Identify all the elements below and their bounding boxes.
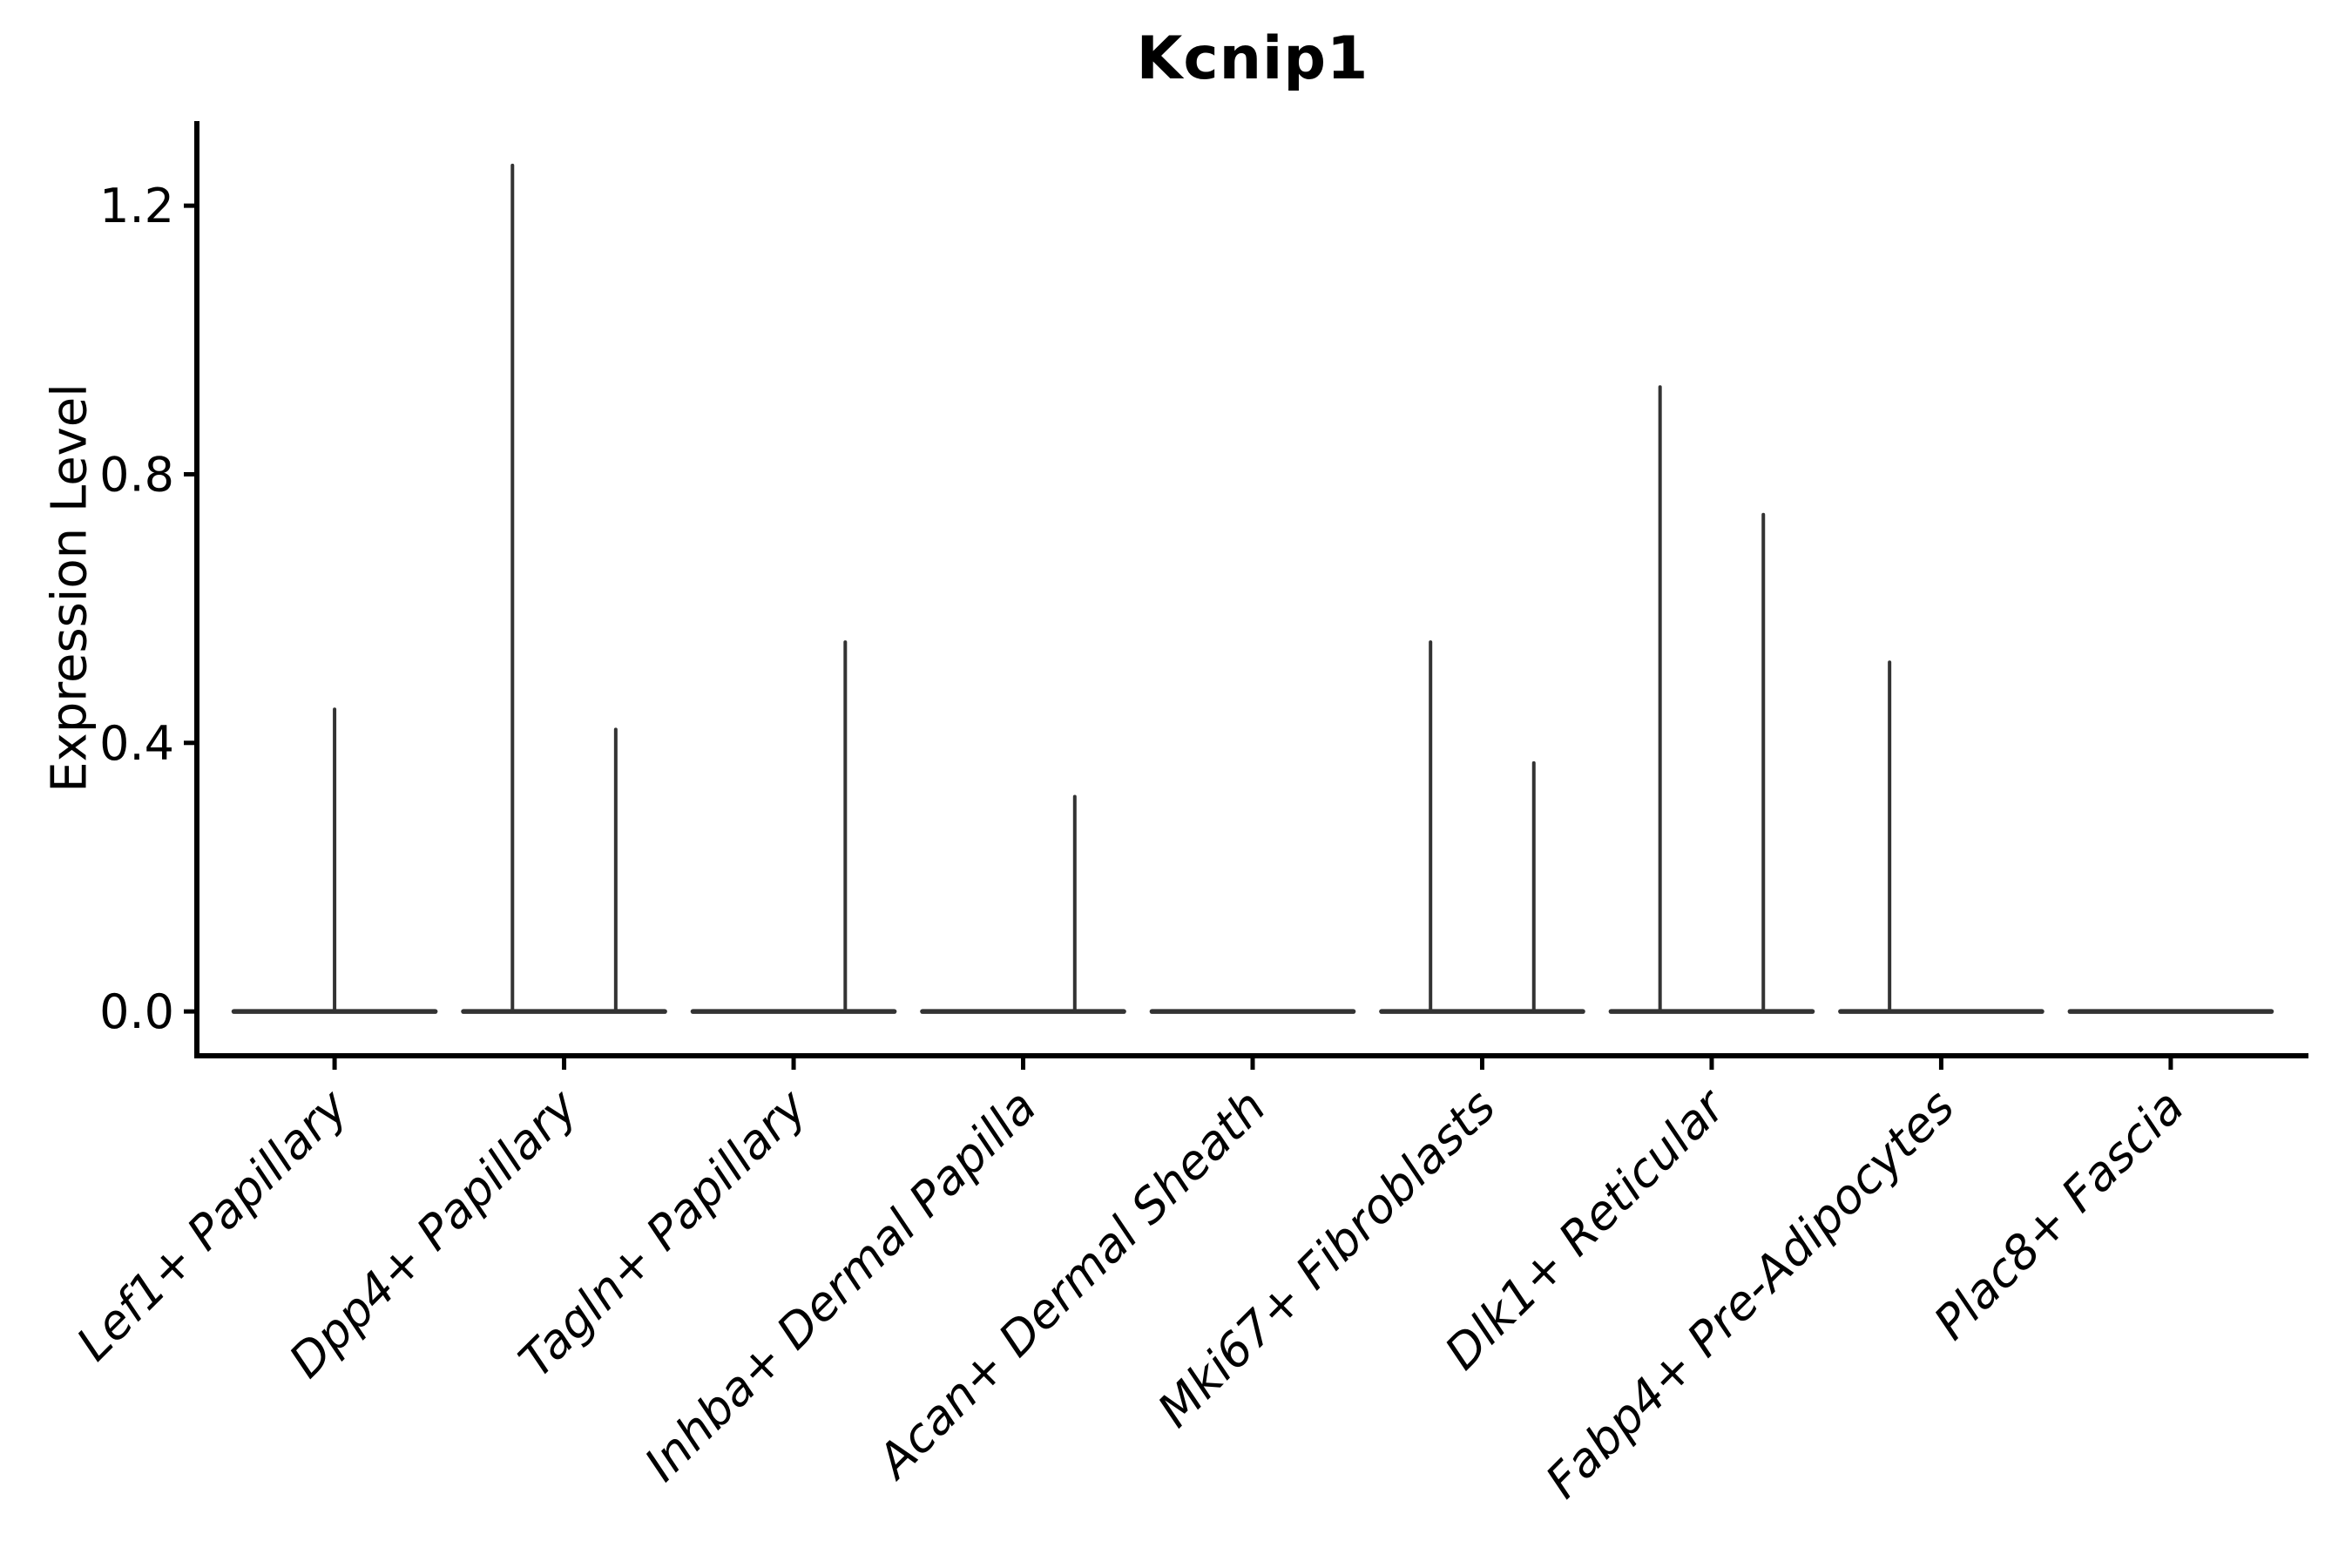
x-tick-label: Inhba+ Dermal Papilla [634, 1079, 1047, 1492]
y-tick-label: 0.4 [99, 716, 174, 771]
violin-dlk1-reticular [1608, 385, 1815, 1014]
violin-mki67-fibroblasts [1379, 640, 1585, 1014]
violin-lef1-papillary [231, 707, 438, 1014]
y-tick-label: 1.2 [99, 179, 174, 233]
x-tick-label: Acan+ Dermal Sheath [865, 1079, 1276, 1490]
violin-inhba-dermal-papilla [920, 794, 1126, 1014]
violin-fabp4-pre-adipocytes [1838, 660, 2044, 1014]
x-tick-label: Plac8+ Fascia [1923, 1079, 2194, 1350]
x-tick-label: Fabp4+ Pre-Adipocytes [1535, 1079, 1964, 1509]
violin-tagln-papillary [690, 640, 897, 1014]
y-tick-label: 0.8 [99, 447, 174, 502]
y-tick-label: 0.0 [99, 984, 174, 1039]
violin-dpp4-papillary [461, 163, 667, 1014]
chart-title: Kcnip1 [1136, 24, 1369, 93]
